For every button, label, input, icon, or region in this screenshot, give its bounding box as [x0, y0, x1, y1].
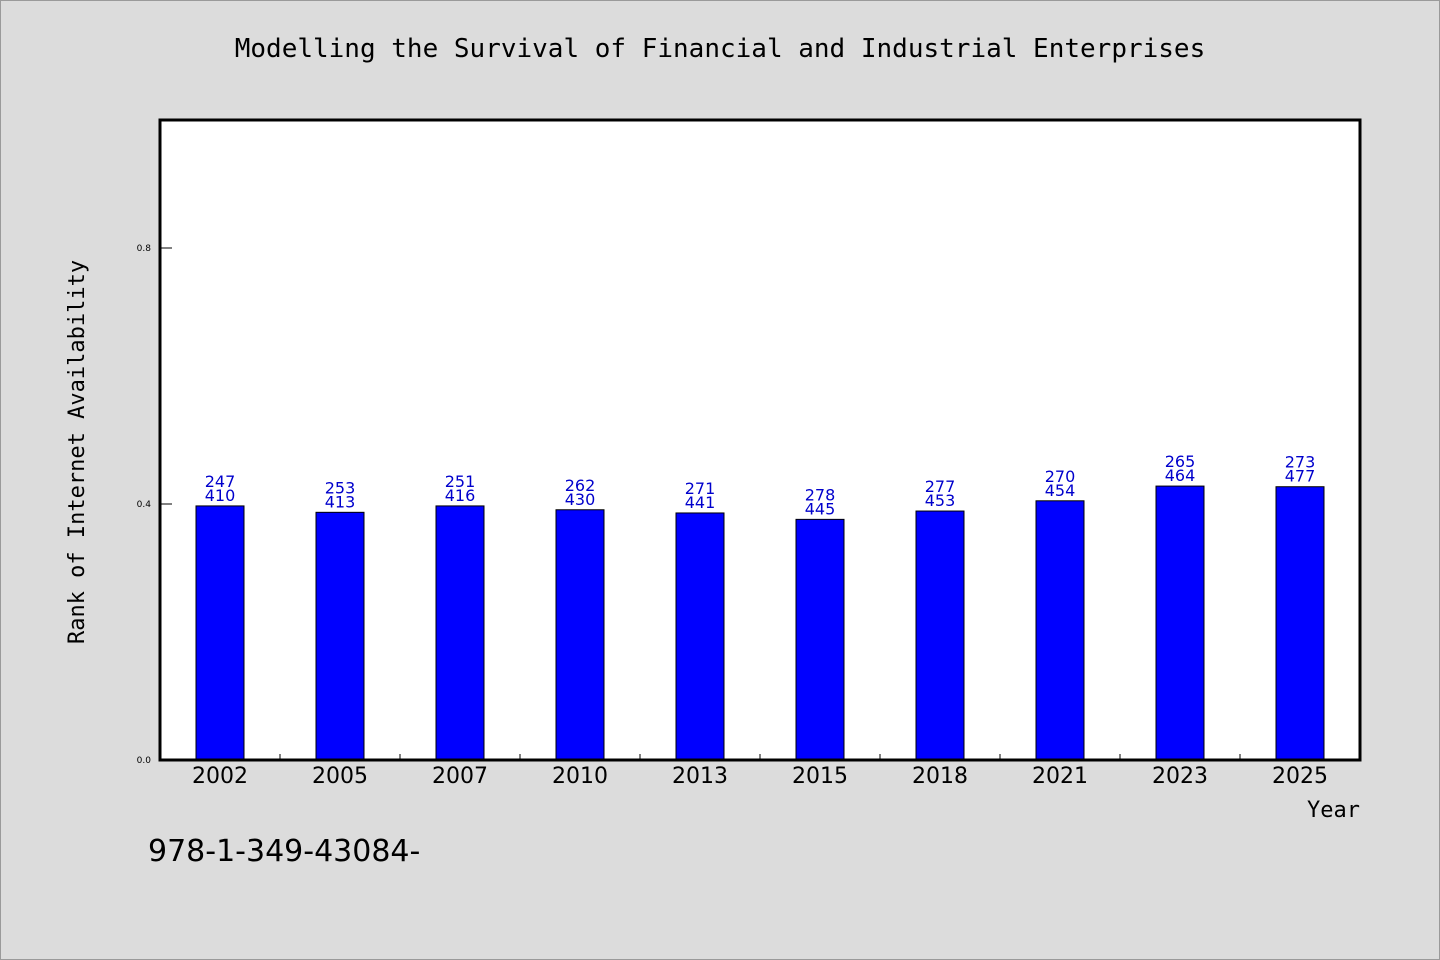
data-label-upper: 251: [445, 472, 476, 491]
data-label-lower: 430: [565, 490, 596, 509]
chart-title: Modelling the Survival of Financial and …: [234, 34, 1206, 64]
x-tick-label: 2025: [1272, 764, 1328, 789]
data-label-lower: 454: [1045, 481, 1076, 500]
plot-border: [158, 118, 1362, 762]
isbn-code: 978-1-349-43084-: [148, 834, 421, 869]
data-label-upper: 277: [925, 477, 956, 496]
x-tick-label: 2007: [432, 764, 488, 789]
bar: [795, 518, 845, 761]
data-label-upper: 253: [325, 478, 356, 497]
x-tick-label: 2005: [312, 764, 368, 789]
data-label-upper: 278: [805, 485, 836, 504]
data-label-lower: 410: [205, 486, 236, 505]
data-label-lower: 464: [1165, 466, 1196, 485]
data-label-upper: 247: [205, 472, 236, 491]
bar: [675, 512, 725, 761]
x-axis-label: Year: [1307, 798, 1360, 823]
data-label-upper: 273: [1285, 453, 1316, 472]
x-tick-label: 2021: [1032, 764, 1088, 789]
x-tick-label: 2013: [672, 764, 728, 789]
x-tick-label: 2002: [192, 764, 248, 789]
data-label-lower: 477: [1285, 467, 1316, 486]
data-label-lower: 441: [685, 493, 716, 512]
x-tick-label: 2015: [792, 764, 848, 789]
bar: [435, 505, 485, 761]
data-label-upper: 262: [565, 476, 596, 495]
y-tick-label: 0.8: [137, 244, 152, 254]
bar: [915, 510, 965, 761]
bar: [555, 509, 605, 761]
data-label-lower: 445: [805, 499, 836, 518]
bar: [1035, 500, 1085, 761]
x-axis-ticks: 2002 2005 2007 2010 2013 2015 2018 2021 2023 2025: [192, 754, 1328, 789]
data-label-lower: 453: [925, 491, 956, 510]
y-tick-label: 0.4: [137, 500, 152, 510]
data-label-lower: 413: [325, 492, 356, 511]
bars-group: [195, 485, 1325, 761]
data-label-lower: 416: [445, 486, 476, 505]
data-label-upper: 271: [685, 479, 716, 498]
bar: [1155, 485, 1205, 761]
bar: [315, 511, 365, 761]
x-tick-label: 2018: [912, 764, 968, 789]
x-tick-label: 2023: [1152, 764, 1208, 789]
x-tick-label: 2010: [552, 764, 608, 789]
bar: [195, 505, 245, 761]
bar: [1275, 486, 1325, 761]
data-label-upper: 270: [1045, 467, 1076, 486]
y-tick-label: 0.0: [137, 756, 152, 766]
data-label-upper: 265: [1165, 452, 1196, 471]
y-axis-label: Rank of Internet Availability: [65, 260, 90, 644]
